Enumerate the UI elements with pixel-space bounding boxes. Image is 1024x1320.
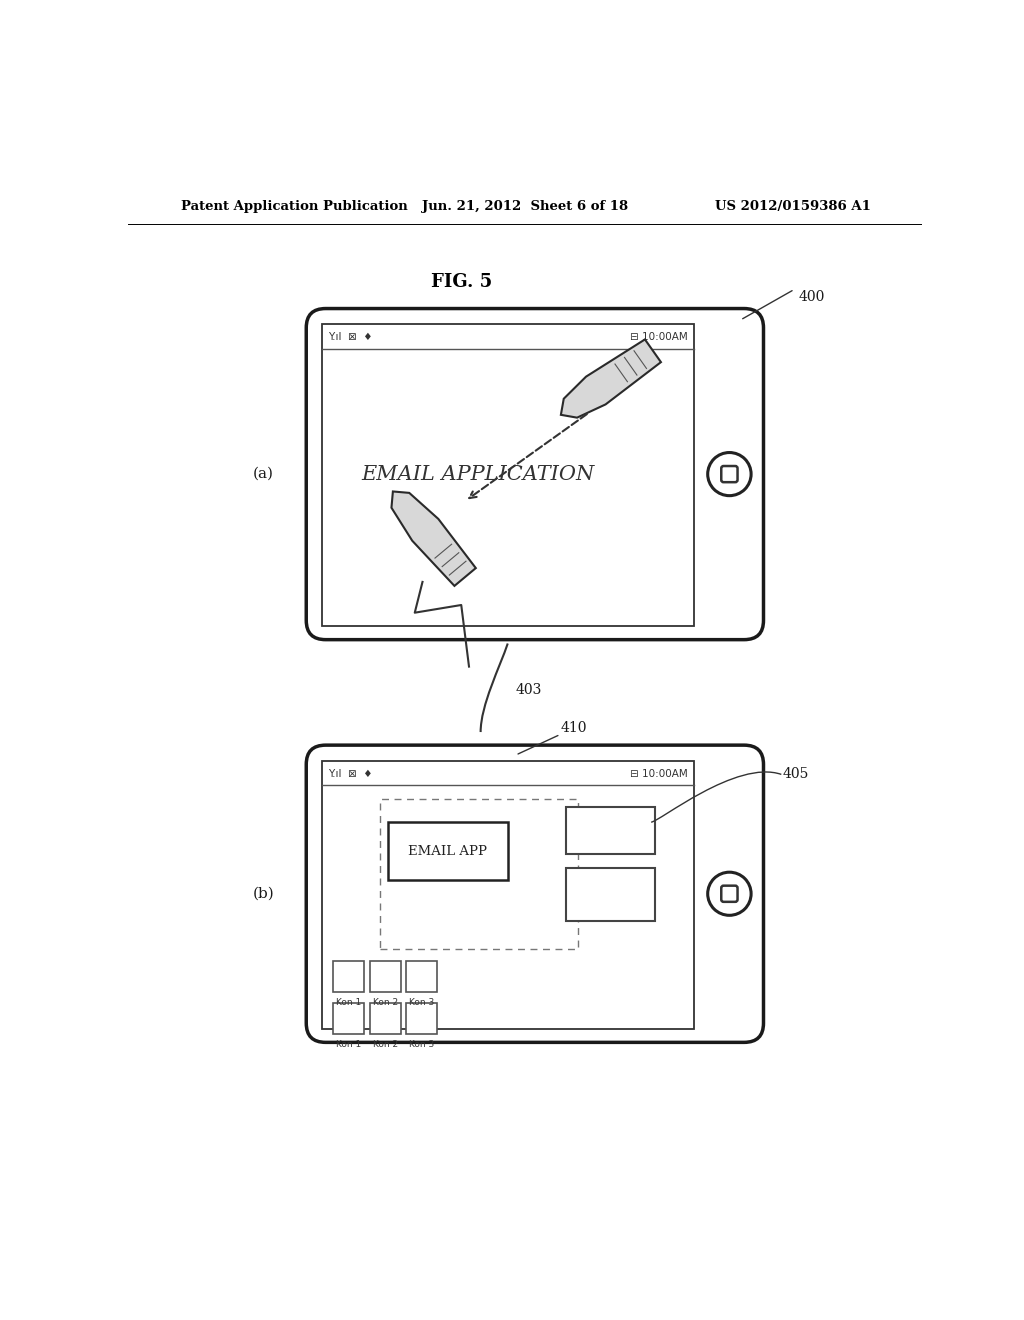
Bar xyxy=(370,1003,400,1034)
FancyBboxPatch shape xyxy=(721,886,737,902)
Text: Patent Application Publication: Patent Application Publication xyxy=(180,199,408,213)
Text: EMAIL APPLICATION: EMAIL APPLICATION xyxy=(361,466,595,484)
Text: Kon 3: Kon 3 xyxy=(410,1040,434,1049)
Circle shape xyxy=(708,873,751,915)
Text: Y.ıl  ⊠  ♦: Y.ıl ⊠ ♦ xyxy=(328,768,373,779)
FancyBboxPatch shape xyxy=(306,309,764,640)
Bar xyxy=(388,822,508,880)
Polygon shape xyxy=(391,491,476,586)
FancyBboxPatch shape xyxy=(306,744,764,1043)
Text: EMAIL APP: EMAIL APP xyxy=(409,845,487,858)
Bar xyxy=(370,961,400,991)
Text: US 2012/0159386 A1: US 2012/0159386 A1 xyxy=(715,199,870,213)
Bar xyxy=(407,1003,437,1034)
Text: (b): (b) xyxy=(253,887,274,900)
Bar xyxy=(322,323,693,626)
Text: Kon 1: Kon 1 xyxy=(336,1040,361,1049)
Bar xyxy=(407,961,437,991)
Bar xyxy=(566,869,655,921)
Circle shape xyxy=(708,453,751,496)
FancyBboxPatch shape xyxy=(721,466,737,482)
Text: 410: 410 xyxy=(560,721,587,735)
Bar xyxy=(566,807,655,854)
Text: Kon 2: Kon 2 xyxy=(373,998,398,1007)
Text: Y.ıl  ⊠  ♦: Y.ıl ⊠ ♦ xyxy=(328,333,373,342)
Text: Kon 2: Kon 2 xyxy=(373,1040,398,1049)
Bar xyxy=(322,760,693,1028)
Text: 405: 405 xyxy=(783,767,809,781)
Text: ⊟ 10:00AM: ⊟ 10:00AM xyxy=(630,333,687,342)
Polygon shape xyxy=(561,339,660,417)
Text: FIG. 5: FIG. 5 xyxy=(431,273,492,290)
Text: 403: 403 xyxy=(515,682,542,697)
Text: Jun. 21, 2012  Sheet 6 of 18: Jun. 21, 2012 Sheet 6 of 18 xyxy=(422,199,628,213)
Text: ⊟ 10:00AM: ⊟ 10:00AM xyxy=(630,768,687,779)
Text: 400: 400 xyxy=(799,290,824,304)
Text: (a): (a) xyxy=(253,467,274,480)
Bar xyxy=(334,1003,365,1034)
Text: Kon 3: Kon 3 xyxy=(410,998,434,1007)
Text: Kon 1: Kon 1 xyxy=(336,998,361,1007)
Bar xyxy=(380,799,578,949)
Bar xyxy=(334,961,365,991)
